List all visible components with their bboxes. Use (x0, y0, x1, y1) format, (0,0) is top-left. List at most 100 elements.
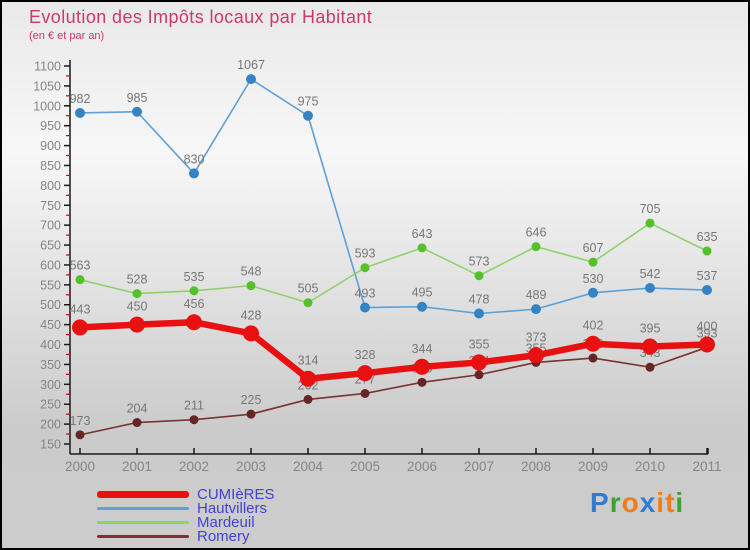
y-tick-label: 1000 (33, 99, 61, 113)
y-tick-label: 600 (40, 258, 61, 272)
data-label: 493 (355, 287, 376, 301)
x-tick-label: 2004 (293, 459, 324, 474)
data-label: 173 (70, 414, 91, 428)
data-point (471, 354, 487, 371)
data-point (474, 370, 484, 380)
data-label: 400 (697, 320, 718, 334)
data-point (189, 286, 199, 296)
data-label: 393 (697, 326, 718, 340)
data-point (75, 275, 85, 285)
legend-item-mardeuil: Mardeuil (97, 515, 275, 530)
data-label: 982 (70, 92, 91, 106)
data-label: 355 (469, 337, 490, 351)
logo-letter: i (656, 487, 666, 518)
data-point (303, 110, 313, 121)
x-tick-label: 2000 (65, 459, 95, 474)
x-axis: 2000 2001 2002 2003 2004 2005 2006 2007 2008 2009… (65, 448, 722, 474)
data-point (360, 388, 370, 398)
x-tick-label: 2006 (407, 459, 437, 474)
data-point (702, 285, 712, 296)
logo-letter: x (639, 487, 657, 518)
data-label: 535 (184, 270, 205, 284)
data-point (189, 168, 199, 179)
data-label: 537 (697, 269, 718, 283)
legend-swatch (97, 521, 189, 524)
data-point (132, 106, 142, 117)
data-label: 505 (298, 282, 319, 296)
y-tick-label: 750 (40, 199, 61, 213)
logo-letter: r (609, 487, 622, 518)
data-label: 450 (127, 300, 148, 314)
data-point (132, 418, 142, 428)
legend-item-romery: Romery (97, 529, 275, 544)
data-label: 643 (412, 227, 433, 241)
x-tick-label: 2007 (464, 459, 494, 474)
legend-swatch (97, 507, 189, 510)
y-axis: 1100 1050 1000 950 900 850 800 750 700 650 600 550 5… (33, 60, 71, 454)
data-point (75, 107, 85, 118)
x-tick-label: 2008 (521, 459, 551, 474)
data-point (585, 335, 601, 352)
data-label: 456 (184, 297, 205, 311)
data-point (531, 304, 541, 315)
data-label: 542 (640, 267, 661, 281)
data-point (417, 377, 427, 387)
data-label: 830 (184, 152, 205, 166)
data-label: 607 (583, 241, 604, 255)
data-label: 225 (241, 393, 262, 407)
y-tick-label: 400 (40, 338, 61, 352)
data-point (642, 338, 658, 355)
data-point (588, 257, 598, 267)
data-label: 373 (526, 330, 547, 344)
y-tick-label: 150 (40, 438, 61, 452)
data-label: 495 (412, 286, 433, 300)
data-label: 344 (412, 342, 433, 356)
data-point (303, 394, 313, 404)
data-point (360, 263, 370, 273)
data-point (246, 74, 256, 85)
data-point (186, 314, 202, 331)
y-tick-label: 200 (40, 418, 61, 432)
data-point (645, 362, 655, 372)
data-label: 204 (127, 402, 148, 416)
data-point (645, 283, 655, 294)
data-label: 975 (298, 95, 319, 109)
y-tick-label: 900 (40, 139, 61, 153)
logo-letter: o (621, 487, 640, 518)
data-label: 548 (241, 265, 262, 279)
y-tick-label: 850 (40, 159, 61, 173)
x-tick-label: 2011 (692, 459, 721, 474)
y-tick-label: 450 (40, 318, 61, 332)
data-point (588, 287, 598, 298)
data-point (414, 358, 430, 375)
data-point (246, 409, 256, 419)
legend: CUMIèRES Hautvillers Mardeuil Romery (97, 487, 275, 544)
chart-title: Evolution des Impôts locaux par Habitant (29, 7, 373, 27)
y-tick-label: 650 (40, 239, 61, 253)
data-point (243, 325, 259, 342)
data-label: 530 (583, 272, 604, 286)
y-tick-label: 250 (40, 398, 61, 412)
logo-letter: P (590, 487, 610, 518)
y-tick-label: 800 (40, 179, 61, 193)
x-tick-label: 2005 (350, 459, 380, 474)
x-tick-label: 2009 (578, 459, 608, 474)
data-label: 314 (298, 354, 319, 368)
data-point (360, 302, 370, 313)
legend-swatch (97, 491, 189, 498)
data-label: 646 (526, 226, 547, 240)
data-point (132, 289, 142, 299)
data-point (417, 301, 427, 312)
data-label: 402 (583, 319, 604, 333)
legend-item-cumieres: CUMIèRES (97, 487, 275, 502)
data-point (303, 298, 313, 308)
data-label: 705 (640, 202, 661, 216)
data-point (588, 353, 598, 363)
data-label: 395 (640, 322, 661, 336)
data-label: 528 (127, 273, 148, 287)
data-point (246, 281, 256, 291)
y-tick-label: 300 (40, 378, 61, 392)
y-tick-label: 500 (40, 298, 61, 312)
